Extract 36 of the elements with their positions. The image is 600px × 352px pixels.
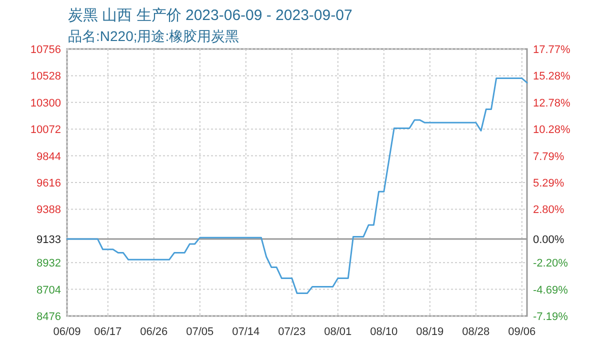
- x-tick-label: 07/05: [186, 326, 214, 338]
- y2-tick-label: 0.00%: [533, 234, 564, 246]
- y-tick-label: 8704: [36, 284, 61, 296]
- y-tick-label: 9388: [36, 204, 61, 216]
- x-tick-label: 06/26: [140, 326, 168, 338]
- y-tick-label: 9133: [36, 234, 61, 246]
- y-tick-label: 10756: [30, 44, 61, 56]
- y-tick-label: 10528: [30, 70, 61, 83]
- x-tick-label: 08/28: [462, 326, 490, 338]
- y2-tick-label: -7.19%: [533, 311, 568, 323]
- y2-tick-label: -4.69%: [533, 284, 568, 296]
- y-tick-label: 9844: [36, 150, 61, 163]
- y2-tick-label: 2.80%: [533, 204, 564, 216]
- y2-tick-label: 15.28%: [533, 70, 571, 83]
- x-tick-label: 07/23: [278, 326, 306, 338]
- x-tick-label: 08/01: [324, 326, 352, 338]
- y2-tick-label: 5.29%: [533, 178, 564, 190]
- y-tick-label: 8476: [36, 311, 61, 323]
- x-tick-label: 08/19: [416, 326, 444, 338]
- x-tick-label: 07/14: [232, 326, 260, 338]
- x-tick-label: 06/17: [94, 326, 122, 338]
- y-tick-label: 8932: [36, 258, 61, 270]
- y2-tick-label: 17.77%: [533, 44, 571, 56]
- line-series: [66, 78, 528, 294]
- y2-tick-label: -2.20%: [533, 258, 568, 270]
- y-tick-label: 10072: [30, 124, 61, 136]
- y2-tick-label: 12.78%: [533, 97, 571, 110]
- x-tick-label: 08/10: [370, 326, 398, 338]
- x-tick-label: 06/09: [53, 326, 81, 338]
- chart-subtitle: 品名:N220;用途:橡胶用炭黑: [68, 28, 240, 44]
- y-tick-label: 10300: [30, 97, 61, 110]
- chart-title: 炭黑 山西 生产价 2023-06-09 - 2023-09-07: [68, 7, 352, 24]
- x-tick-label: 09/06: [508, 326, 536, 338]
- y2-tick-label: 10.28%: [533, 124, 571, 136]
- y-tick-label: 9616: [36, 178, 61, 190]
- y2-tick-label: 7.79%: [533, 150, 564, 163]
